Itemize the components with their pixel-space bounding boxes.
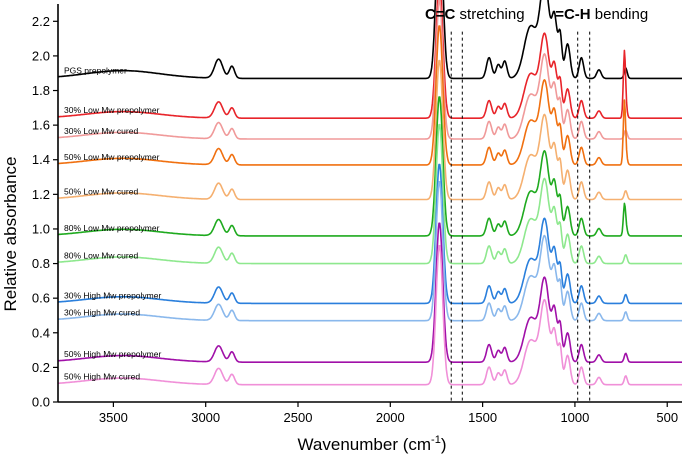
series-label-3: 30% Low Mw cured [64,126,138,136]
y-tick-label: 1.4 [32,152,50,167]
series-label-5: 50% Low Mw cured [64,187,138,197]
x-tick-label: 2500 [284,410,313,425]
series-label-2: 30% Low Mw prepolymer [64,105,160,115]
y-tick-label: 0.8 [32,256,50,271]
series-line-7 [57,123,683,265]
x-tick-label: 500 [656,410,678,425]
series-labels: PGS prepolymer 30% Low Mw prepolymer 30% L… [64,65,161,381]
series-line-11 [57,245,683,386]
y-tick-label: 1.8 [32,83,50,98]
ch-bending-label: =C-H bending [555,6,648,23]
plot-area: C=C stretching =C-H bending [57,0,683,402]
y-tick-label: 2.2 [32,14,50,29]
series-label-11: 50% High Mw cured [64,372,140,382]
series-line-8 [57,163,683,305]
x-axis-title: Wavenumber (cm-1) [298,434,447,454]
x-tick-label: 2000 [376,410,405,425]
x-tick-label: 3000 [191,410,220,425]
y-tick-label: 1.6 [32,118,50,133]
series-label-9: 30% High Mw cured [64,308,140,318]
series-label-4: 50% Low Mw prepolymer [64,152,160,162]
y-axis-title: Relative absorbance [1,157,20,312]
series-label-6: 80% Low Mw prepolymer [64,223,160,233]
x-tick-label: 1000 [560,410,589,425]
y-tick-label: 0.2 [32,360,50,375]
series-label-1: PGS prepolymer [64,65,127,75]
y-tick-label: 0.4 [32,325,50,340]
series-label-7: 80% Low Mw cured [64,251,138,261]
series-line-3 [57,0,683,140]
y-tick-label: 2.0 [32,48,50,63]
y-tick-label: 1.0 [32,221,50,236]
y-tick-label: 0.0 [32,395,50,410]
series-label-8: 30% High Mw prepolymer [64,290,161,300]
series-line-5 [57,59,683,201]
axes: 0.0 0.2 0.4 0.6 0.8 1.0 1.2 1.4 1.6 1.8 2.0 2.2 3500… [32,4,682,425]
x-tick-label: 3500 [99,410,128,425]
x-tick-label: 1500 [468,410,497,425]
series-line-4 [57,25,683,166]
cc-stretching-label: C=C stretching [425,6,525,23]
y-tick-label: 0.6 [32,291,50,306]
y-tick-label: 1.2 [32,187,50,202]
series-line-1 [57,0,683,80]
series-label-10: 50% High Mw prepolymer [64,349,161,359]
